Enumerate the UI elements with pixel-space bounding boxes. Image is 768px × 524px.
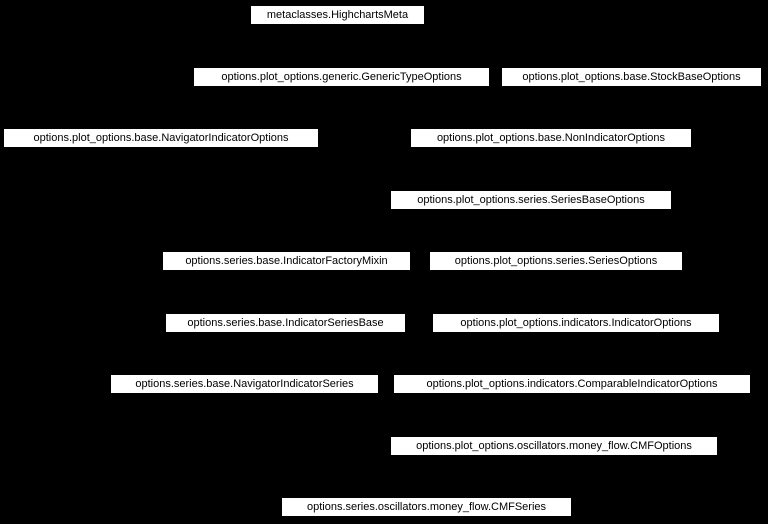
class-node: options.series.base.NavigatorIndicatorSe… <box>110 374 379 394</box>
inheritance-edge <box>286 279 557 313</box>
class-node: options.plot_options.indicators.Indicato… <box>432 313 720 333</box>
class-node: options.plot_options.series.SeriesOption… <box>429 251 683 271</box>
class-node: options.plot_options.base.NonIndicatorOp… <box>410 128 692 148</box>
class-node: options.series.base.IndicatorSeriesBase <box>165 313 406 333</box>
class-node: options.plot_options.base.StockBaseOptio… <box>501 67 762 87</box>
inheritance-edge <box>427 464 555 497</box>
inheritance-edge <box>531 218 556 251</box>
inheritance-edge <box>338 33 632 67</box>
class-node: metaclasses.HighchartsMeta <box>250 5 425 25</box>
inheritance-edge <box>245 341 286 374</box>
inheritance-edge <box>551 95 632 128</box>
inheritance-edge <box>554 402 572 436</box>
class-node: options.series.base.IndicatorFactoryMixi… <box>162 251 411 271</box>
inheritance-edge <box>286 279 287 313</box>
class-node: options.plot_options.oscillators.money_f… <box>390 436 718 456</box>
inheritance-edge <box>572 341 576 374</box>
class-node: options.series.oscillators.money_flow.CM… <box>281 497 572 517</box>
class-node: options.plot_options.base.NavigatorIndic… <box>3 128 319 148</box>
inheritance-edge <box>338 33 342 67</box>
class-node: options.plot_options.indicators.Comparab… <box>393 374 751 394</box>
class-node: options.plot_options.series.SeriesBaseOp… <box>390 190 672 210</box>
class-node: options.plot_options.generic.GenericType… <box>193 67 490 87</box>
